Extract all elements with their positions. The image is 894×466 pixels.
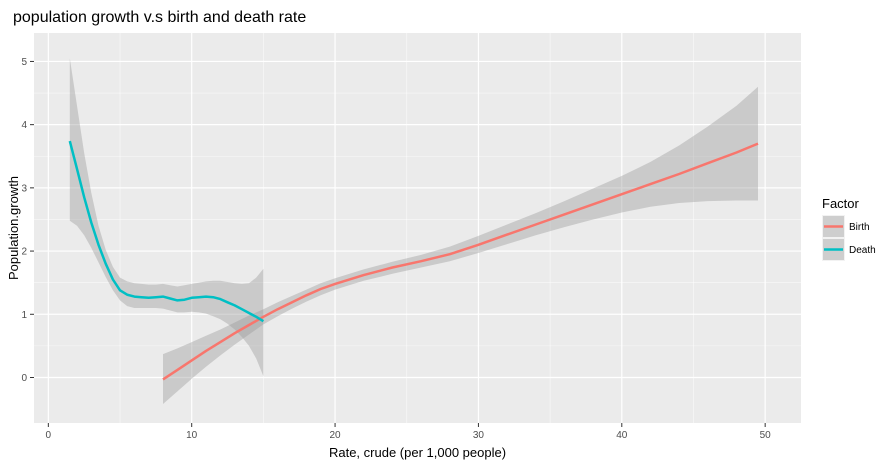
y-tick-label: 0 [21,373,27,384]
x-tick-label: 20 [330,430,342,441]
y-axis: 0 1 2 3 4 5 [21,57,34,384]
x-tick-label: 0 [46,430,52,441]
y-tick-label: 5 [21,57,27,68]
legend-items: Birth Death [822,215,876,261]
grid-major [34,33,801,423]
x-axis-title: Rate, crude (per 1,000 people) [329,445,506,460]
legend-title: Factor [822,196,860,211]
legend-label-death: Death [849,245,876,256]
chart-title: population growth v.s birth and death ra… [13,9,306,26]
plot-panel [34,33,801,423]
ribbon-birth [163,86,758,404]
x-tick-label: 40 [616,430,628,441]
series-lines [68,140,759,381]
grid-minor [34,33,801,423]
y-tick-label: 3 [21,183,27,194]
x-tick-label: 10 [186,430,198,441]
x-tick-label: 30 [473,430,485,441]
y-tick-label: 4 [21,120,27,131]
x-axis: 0 10 20 30 40 50 [46,423,772,441]
legend-label-birth: Birth [849,222,870,233]
y-axis-title: Population.growth [6,176,21,280]
x-tick-label: 50 [760,430,772,441]
y-tick-label: 1 [21,310,27,321]
series-line-death [68,140,265,323]
series-line-birth [162,142,759,381]
y-tick-label: 2 [21,247,27,258]
legend: Factor Birth Death [822,196,876,261]
